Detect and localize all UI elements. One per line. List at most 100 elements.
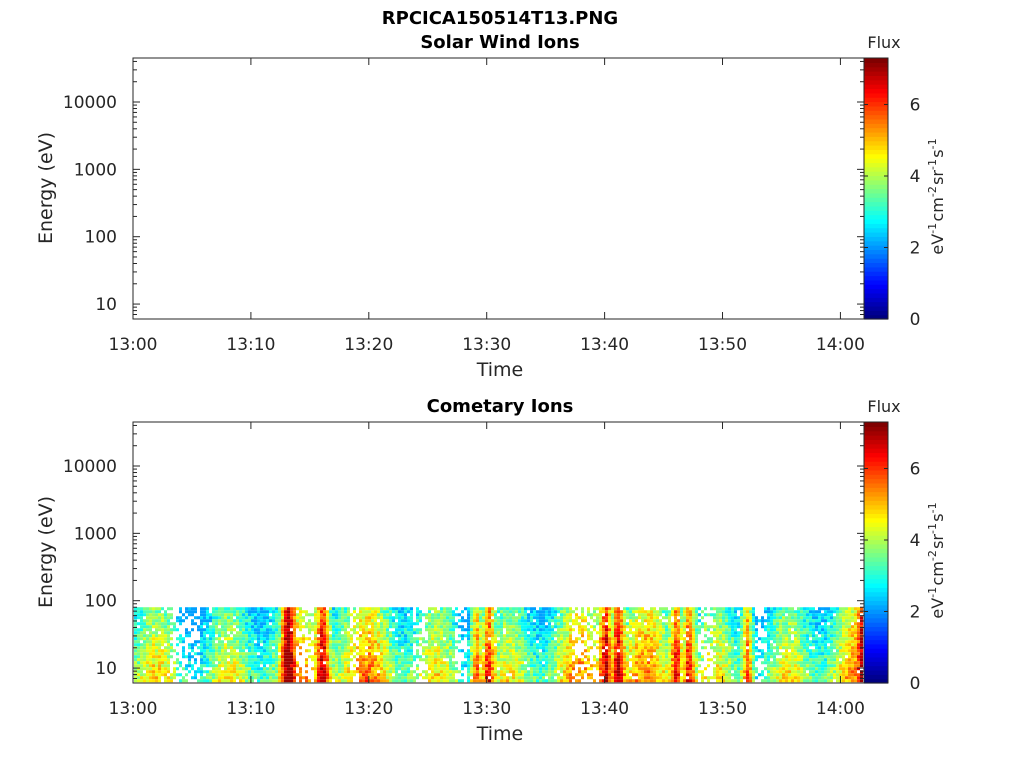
heatmap-cell <box>266 637 269 641</box>
heatmap-cell <box>203 613 206 617</box>
heatmap-cell <box>527 625 530 629</box>
heatmap-cell <box>506 664 509 668</box>
heatmap-cell <box>371 667 374 671</box>
heatmap-cell <box>500 661 503 665</box>
heatmap-cell <box>470 634 473 638</box>
heatmap-cell <box>296 613 299 617</box>
heatmap-cell <box>617 616 620 620</box>
heatmap-cell <box>233 664 236 668</box>
heatmap-cell <box>410 652 413 656</box>
heatmap-cell <box>794 622 797 626</box>
heatmap-cell <box>347 625 350 629</box>
heatmap-cell <box>299 679 302 683</box>
heatmap-cell <box>629 613 632 617</box>
heatmap-cell <box>386 625 389 629</box>
heatmap-cell <box>386 676 389 680</box>
heatmap-cell <box>734 616 737 620</box>
heatmap-cell <box>614 673 617 677</box>
heatmap-cell <box>641 661 644 665</box>
heatmap-cell <box>716 655 719 659</box>
heatmap-cell <box>212 658 215 662</box>
heatmap-cell <box>416 649 419 653</box>
heatmap-cell <box>503 652 506 656</box>
heatmap-cell <box>686 649 689 653</box>
heatmap-cell <box>746 673 749 677</box>
heatmap-cell <box>500 646 503 650</box>
heatmap-cell <box>278 658 281 662</box>
heatmap-cell <box>323 628 326 632</box>
heatmap-cell <box>143 661 146 665</box>
heatmap-cell <box>428 610 431 614</box>
heatmap-cell <box>560 616 563 620</box>
heatmap-cell <box>365 676 368 680</box>
heatmap-cell <box>143 679 146 683</box>
heatmap-cell <box>305 670 308 674</box>
heatmap-cell <box>422 652 425 656</box>
heatmap-cell <box>554 613 557 617</box>
heatmap-cell <box>641 634 644 638</box>
heatmap-cell <box>344 622 347 626</box>
heatmap-cell <box>539 613 542 617</box>
heatmap-cell <box>236 625 239 629</box>
heatmap-cell <box>515 667 518 671</box>
heatmap-cell <box>608 607 611 611</box>
heatmap-cell <box>689 661 692 665</box>
heatmap-cell <box>506 610 509 614</box>
heatmap-cell <box>260 661 263 665</box>
heatmap-cell <box>494 649 497 653</box>
heatmap-cell <box>536 637 539 641</box>
heatmap-cell <box>317 637 320 641</box>
heatmap-cell <box>497 616 500 620</box>
heatmap-cell <box>398 616 401 620</box>
heatmap-cell <box>716 661 719 665</box>
heatmap-cell <box>500 637 503 641</box>
heatmap-cell <box>596 640 599 644</box>
heatmap-cell <box>803 658 806 662</box>
heatmap-cell <box>212 610 215 614</box>
heatmap-cell <box>776 607 779 611</box>
heatmap-cell <box>134 616 137 620</box>
heatmap-cell <box>632 622 635 626</box>
heatmap-cell <box>407 646 410 650</box>
heatmap-cell <box>536 649 539 653</box>
heatmap-cell <box>539 655 542 659</box>
heatmap-cell <box>161 643 164 647</box>
heatmap-cell <box>383 610 386 614</box>
heatmap-cell <box>608 637 611 641</box>
heatmap-cell <box>734 637 737 641</box>
heatmap-cell <box>509 643 512 647</box>
heatmap-cell <box>473 637 476 641</box>
heatmap-cell <box>548 667 551 671</box>
heatmap-cell <box>314 619 317 623</box>
heatmap-cell <box>752 676 755 680</box>
heatmap-cell <box>551 610 554 614</box>
heatmap-cell <box>320 679 323 683</box>
heatmap-cell <box>596 646 599 650</box>
heatmap-cell <box>182 640 185 644</box>
heatmap-cell <box>608 628 611 632</box>
heatmap-cell <box>629 631 632 635</box>
heatmap-cell <box>326 637 329 641</box>
heatmap-cell <box>743 670 746 674</box>
heatmap-cell <box>461 637 464 641</box>
heatmap-cell <box>719 679 722 683</box>
heatmap-cell <box>383 649 386 653</box>
heatmap-cell <box>275 667 278 671</box>
heatmap-cell <box>611 670 614 674</box>
heatmap-cell <box>479 640 482 644</box>
heatmap-cell <box>563 640 566 644</box>
heatmap-cell <box>680 679 683 683</box>
heatmap-cell <box>443 625 446 629</box>
heatmap-cell <box>572 610 575 614</box>
heatmap-cell <box>263 673 266 677</box>
heatmap-cell <box>323 619 326 623</box>
heatmap-cell <box>710 613 713 617</box>
heatmap-cell <box>452 637 455 641</box>
heatmap-cell <box>677 637 680 641</box>
heatmap-cell <box>731 622 734 626</box>
heatmap-cell <box>776 676 779 680</box>
heatmap-cell <box>410 634 413 638</box>
heatmap-cell <box>230 646 233 650</box>
heatmap-cell <box>785 664 788 668</box>
heatmap-cell <box>281 667 284 671</box>
